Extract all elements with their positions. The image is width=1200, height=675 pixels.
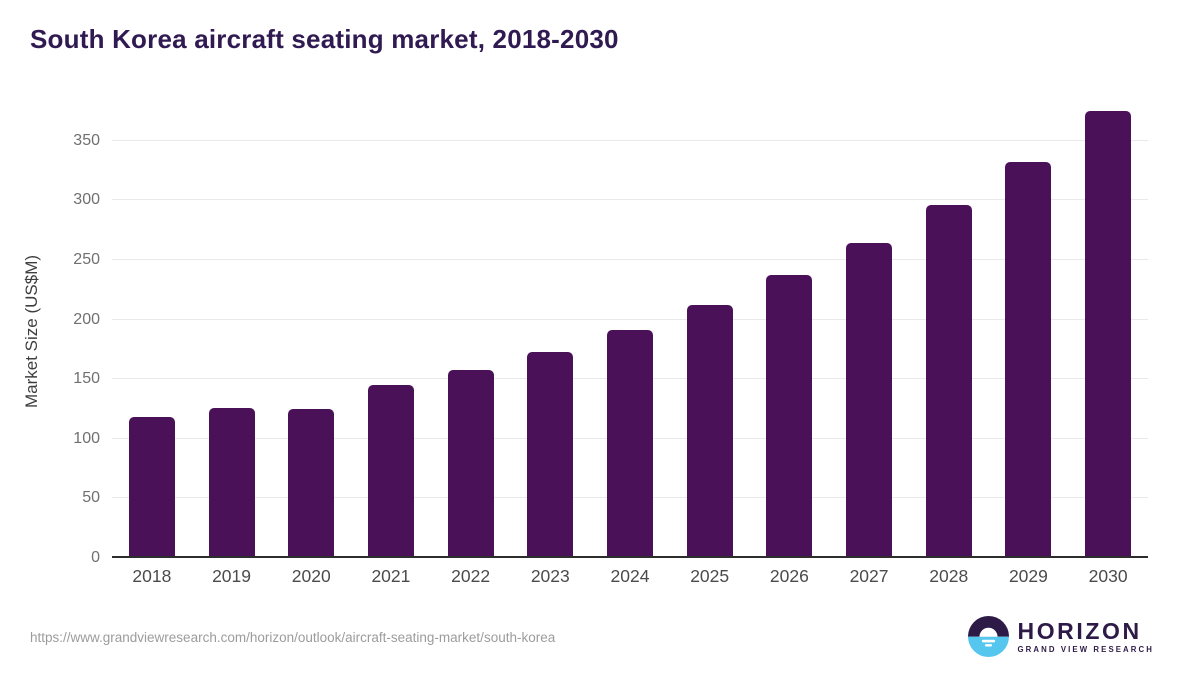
bar-slot-2030 [1068, 105, 1148, 558]
chart-title: South Korea aircraft seating market, 201… [30, 24, 619, 54]
y-tick-label-50: 50 [82, 489, 100, 507]
x-tick-label-2019: 2019 [212, 566, 251, 586]
bar-slot-2023 [510, 105, 590, 558]
bar-slot-2029 [989, 105, 1069, 558]
x-tick-label-2030: 2030 [1088, 566, 1128, 586]
x-tick-label-2029: 2029 [1008, 566, 1048, 586]
y-tick-label-100: 100 [73, 429, 100, 447]
y-tick-label-0: 0 [91, 549, 100, 566]
bar-slot-2024 [590, 105, 670, 558]
y-tick-label-350: 350 [73, 131, 100, 149]
y-tick-label-200: 200 [73, 310, 100, 328]
y-tick-label-250: 250 [73, 250, 100, 268]
x-tick-label-2024: 2024 [610, 566, 650, 586]
gridline-300 [112, 199, 1148, 201]
bar-2022 [447, 369, 494, 558]
bar-2024 [606, 330, 653, 558]
x-tick-label-2020: 2020 [291, 566, 331, 586]
x-tick-label-2023: 2023 [530, 566, 570, 586]
bar-slot-2026 [750, 105, 830, 558]
x-tick-label-2027: 2027 [849, 566, 889, 586]
bar-2027 [846, 243, 893, 558]
bar-slot-2021 [351, 105, 431, 558]
y-axis-ticks: 0 50 100 150 200 250 300 350 [40, 105, 100, 566]
x-axis-line [112, 556, 1148, 558]
bar-slot-2019 [192, 105, 272, 558]
bar-2023 [527, 351, 574, 558]
bar-2018 [128, 417, 175, 558]
bar-series [112, 105, 1148, 558]
plot-area [112, 105, 1148, 558]
x-tick-label-2022: 2022 [451, 566, 491, 586]
x-tick-label-2025: 2025 [690, 566, 730, 586]
x-tick-label-2026: 2026 [769, 566, 809, 586]
brand-logo-text: HORIZON GRAND VIEW RESEARCH [1017, 619, 1154, 653]
source-url: https://www.grandviewresearch.com/horizo… [30, 630, 556, 645]
x-axis-labels: 2018 2019 2020 2021 2022 2023 2024 2025 2026 2027… [112, 566, 1148, 587]
y-axis-title: Market Size (US$M) [22, 254, 41, 409]
brand-logo: HORIZON GRAND VIEW RESEARCH [968, 616, 1154, 657]
bar-slot-2025 [670, 105, 750, 558]
bar-2026 [766, 275, 813, 558]
brand-tagline: GRAND VIEW RESEARCH [1017, 644, 1154, 654]
brand-name: HORIZON [1017, 618, 1142, 645]
gridline-250 [112, 258, 1148, 260]
bar-slot-2027 [829, 105, 909, 558]
bar-2025 [686, 305, 733, 558]
bar-2020 [288, 409, 335, 558]
bar-slot-2022 [431, 105, 511, 558]
bar-slot-2020 [271, 105, 351, 558]
x-tick-label-2028: 2028 [929, 566, 969, 586]
bar-slot-2018 [112, 105, 192, 558]
gridline-350 [112, 139, 1148, 141]
x-tick-label-2018: 2018 [132, 566, 172, 586]
bar-slot-2028 [909, 105, 989, 558]
y-tick-label-150: 150 [73, 370, 100, 388]
bar-2029 [1005, 162, 1052, 558]
gridline-200 [112, 318, 1148, 320]
bar-2019 [208, 407, 255, 558]
bar-2030 [1085, 110, 1132, 558]
bar-2028 [925, 205, 972, 558]
y-tick-label-300: 300 [73, 191, 100, 209]
x-tick-label-2021: 2021 [371, 566, 411, 586]
horizon-sunrise-icon [968, 616, 1010, 657]
bar-2021 [367, 385, 414, 558]
